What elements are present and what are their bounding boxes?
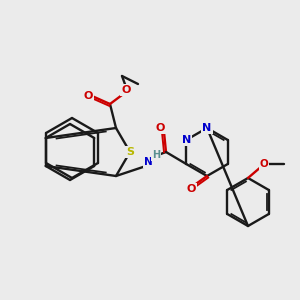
Text: S: S xyxy=(126,147,134,157)
Text: O: O xyxy=(121,85,131,95)
Text: N: N xyxy=(144,157,152,167)
Text: N: N xyxy=(182,135,191,145)
Text: N: N xyxy=(202,123,211,133)
Text: O: O xyxy=(186,184,196,194)
Text: O: O xyxy=(155,123,165,133)
Text: H: H xyxy=(152,150,160,160)
Text: O: O xyxy=(83,91,93,101)
Text: O: O xyxy=(260,159,268,169)
